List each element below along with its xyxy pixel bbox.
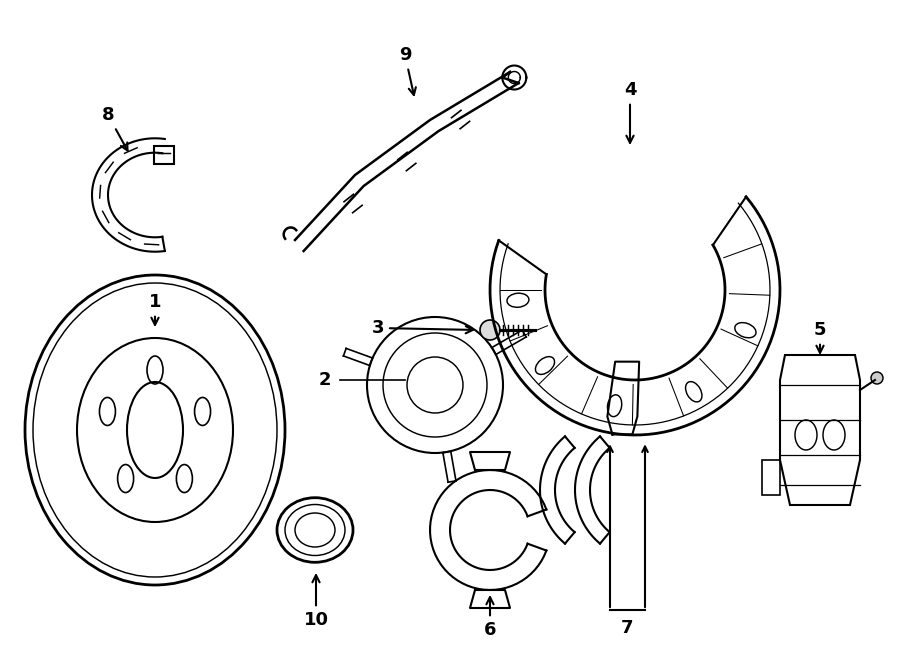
- Bar: [154, 146, 174, 164]
- Text: 4: 4: [624, 81, 636, 143]
- Text: 7: 7: [621, 619, 634, 637]
- Text: 10: 10: [303, 575, 328, 629]
- Text: 5: 5: [814, 321, 826, 353]
- Circle shape: [480, 320, 500, 340]
- Text: 9: 9: [399, 46, 416, 95]
- Text: 2: 2: [319, 371, 331, 389]
- Circle shape: [871, 372, 883, 384]
- Text: 6: 6: [484, 597, 496, 639]
- Text: 8: 8: [102, 106, 128, 151]
- Text: 3: 3: [372, 319, 472, 337]
- Text: 1: 1: [148, 293, 161, 325]
